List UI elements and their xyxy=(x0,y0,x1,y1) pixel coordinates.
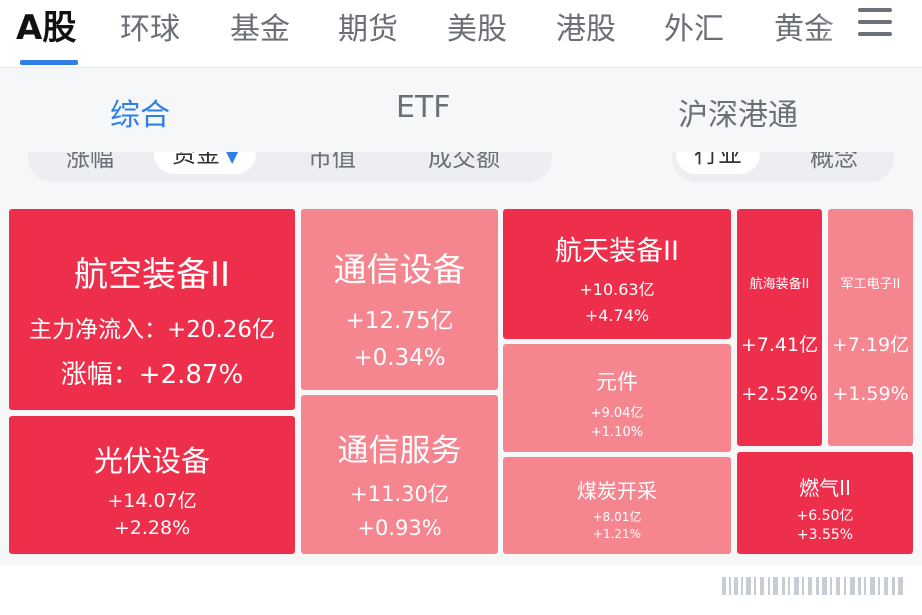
heatmap-tile[interactable]: 航空装备II 主力净流入：+20.26亿 涨幅：+2.87% xyxy=(9,209,295,410)
heatmap-tile[interactable]: 元件 +9.04亿 +1.10% xyxy=(503,344,731,452)
tab-a-shares[interactable]: A股 xyxy=(16,8,77,48)
tile-name: 通信设备 xyxy=(333,250,466,289)
tile-name: 军工电子II xyxy=(840,277,901,292)
sub-tab-bar: 综合 ETF 沪深港通 xyxy=(0,68,922,144)
tile-net-inflow: +8.01亿 xyxy=(592,510,642,524)
tile-net-inflow: +9.04亿 xyxy=(590,406,644,421)
tile-change: +0.34% xyxy=(353,345,446,371)
tile-change: +1.21% xyxy=(592,527,642,541)
heatmap-tile[interactable]: 通信服务 +11.30亿 +0.93% xyxy=(301,395,498,554)
tab-futures[interactable]: 期货 xyxy=(338,12,398,47)
tile-name: 航空装备II xyxy=(73,255,231,295)
tile-change: +0.93% xyxy=(357,516,442,540)
tile-net-inflow: +10.63亿 xyxy=(579,280,655,299)
heatmap-tile[interactable]: 煤炭开采 +8.01亿 +1.21% xyxy=(503,457,731,554)
tile-net-inflow: +11.30亿 xyxy=(350,482,449,506)
tile-name: 光伏设备 xyxy=(93,444,210,478)
active-tab-indicator xyxy=(20,60,78,65)
next-section-peek xyxy=(0,565,922,615)
tile-name: 航天装备II xyxy=(555,236,679,267)
tab-us-stocks[interactable]: 美股 xyxy=(447,12,507,47)
heatmap-tile[interactable]: 光伏设备 +14.07亿 +2.28% xyxy=(9,416,295,554)
tab-global[interactable]: 环球 xyxy=(120,12,180,47)
tile-change: 涨幅：+2.87% xyxy=(60,360,244,390)
subtab-overview[interactable]: 综合 xyxy=(110,98,170,133)
tab-forex[interactable]: 外汇 xyxy=(664,12,724,47)
tile-name: 燃气II xyxy=(799,476,851,500)
tile-change: +4.74% xyxy=(584,306,650,325)
tile-net-inflow: +6.50亿 xyxy=(796,508,854,524)
subtab-stock-connect[interactable]: 沪深港通 xyxy=(678,98,798,133)
tile-net-inflow: +12.75亿 xyxy=(345,308,454,334)
tile-name: 元件 xyxy=(596,370,638,394)
tile-change: +2.52% xyxy=(741,383,818,405)
subtab-etf[interactable]: ETF xyxy=(396,90,451,125)
heatmap-tile[interactable]: 通信设备 +12.75亿 +0.34% xyxy=(301,209,498,390)
tile-change: +1.59% xyxy=(832,383,909,405)
filter-row: 涨幅 资金 ▼ 市值 成交额 行业 概念 xyxy=(0,144,922,200)
heatmap-tile[interactable]: 航天装备II +10.63亿 +4.74% xyxy=(503,209,731,339)
watermark-barcode-icon xyxy=(722,577,903,595)
tab-funds[interactable]: 基金 xyxy=(230,12,290,47)
tile-net-inflow: +7.19亿 xyxy=(831,334,910,356)
tile-change: +1.10% xyxy=(590,425,644,440)
tab-hk-stocks[interactable]: 港股 xyxy=(556,12,616,47)
heatmap-tile[interactable]: 航海装备II +7.41亿 +2.52% xyxy=(737,209,822,446)
tile-name: 航海装备II xyxy=(749,277,810,292)
heatmap-tile[interactable]: 军工电子II +7.19亿 +1.59% xyxy=(828,209,913,446)
market-tab-bar: A股 环球 基金 期货 美股 港股 外汇 黄金 xyxy=(0,0,922,68)
tile-name: 煤炭开采 xyxy=(577,479,657,503)
heatmap-tile[interactable]: 燃气II +6.50亿 +3.55% xyxy=(737,452,913,554)
tile-net-inflow: 主力净流入：+20.26亿 xyxy=(28,317,276,343)
sector-heatmap: 航空装备II 主力净流入：+20.26亿 涨幅：+2.87% 光伏设备 +14.… xyxy=(0,200,922,565)
filter-scroll-mask xyxy=(0,144,922,152)
tile-net-inflow: +14.07亿 xyxy=(107,490,197,512)
hamburger-menu-icon[interactable] xyxy=(858,8,892,38)
tile-change: +2.28% xyxy=(113,517,191,539)
tile-name: 通信服务 xyxy=(337,433,462,469)
tile-net-inflow: +7.41亿 xyxy=(740,334,819,356)
tile-change: +3.55% xyxy=(796,527,854,543)
